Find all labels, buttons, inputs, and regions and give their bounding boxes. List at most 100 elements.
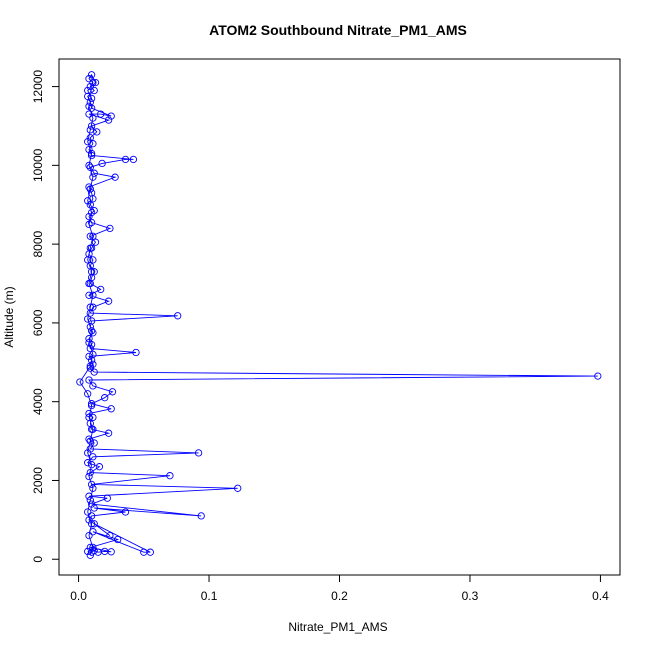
- data-point: [87, 317, 96, 325]
- data-point: [166, 472, 174, 480]
- data-point: [85, 220, 93, 229]
- data-point: [87, 273, 96, 282]
- data-point: [594, 372, 602, 380]
- data-point: [76, 378, 84, 386]
- data-point: [86, 201, 94, 209]
- data-point: [86, 126, 94, 134]
- data-point: [86, 496, 94, 504]
- data-point: [129, 155, 138, 164]
- x-tick-label: 0.3: [462, 589, 479, 603]
- y-tick-label: 4000: [31, 388, 45, 415]
- data-point: [85, 291, 93, 299]
- data-point: [89, 232, 97, 240]
- data-point: [93, 128, 101, 136]
- data-point: [89, 140, 97, 148]
- data-point: [87, 461, 96, 469]
- data-point: [90, 169, 98, 177]
- data-point: [84, 315, 92, 323]
- data-point: [107, 405, 115, 413]
- data-point: [84, 449, 92, 457]
- data-point: [85, 279, 93, 288]
- data-point: [104, 297, 113, 305]
- data-point: [101, 394, 109, 402]
- data-point: [90, 504, 98, 512]
- data-point: [108, 388, 117, 396]
- data-point: [87, 401, 96, 410]
- data-point: [103, 494, 111, 502]
- data-point: [86, 362, 94, 370]
- y-axis: 0 2000 4000 6000 8000 10000 12000: [31, 70, 60, 563]
- data-point: [90, 368, 98, 376]
- data-point: [97, 110, 105, 118]
- data-point: [85, 161, 93, 170]
- data-point: [89, 256, 97, 264]
- data-point: [85, 409, 93, 418]
- data-point: [234, 484, 242, 492]
- data-point: [197, 512, 205, 520]
- data-point: [85, 376, 93, 384]
- data-point: [174, 312, 182, 320]
- data-point: [89, 484, 97, 492]
- data-point: [114, 535, 122, 544]
- data-point: [90, 520, 98, 528]
- data-point: [91, 78, 100, 87]
- data-point: [87, 122, 96, 130]
- data-point: [87, 149, 96, 158]
- data-point: [84, 256, 92, 264]
- data-point: [107, 548, 115, 556]
- y-tick-label: 12000: [31, 70, 45, 104]
- y-tick-label: 10000: [31, 148, 45, 182]
- data-point: [85, 413, 93, 422]
- data-point: [86, 437, 94, 445]
- data-point: [85, 183, 93, 191]
- data-point: [87, 94, 96, 103]
- data-point: [84, 197, 92, 205]
- data-point: [86, 445, 94, 453]
- data-point: [85, 516, 93, 524]
- data-point: [87, 480, 96, 489]
- data-point: [90, 439, 98, 447]
- data-point: [84, 459, 92, 467]
- data-point: [86, 134, 94, 142]
- data-point: [87, 189, 96, 197]
- data-point: [85, 145, 93, 154]
- x-tick-label: 0.4: [592, 589, 609, 603]
- data-point: [90, 268, 98, 276]
- data-point: [86, 232, 94, 240]
- data-point: [106, 224, 114, 233]
- data-point: [87, 400, 96, 408]
- data-point: [87, 71, 96, 79]
- data-point: [86, 543, 94, 552]
- data-point: [85, 435, 93, 443]
- data-point: [132, 348, 140, 357]
- data-point: [85, 472, 93, 481]
- data-point: [91, 238, 100, 246]
- data-point: [87, 500, 96, 508]
- data-point: [86, 309, 94, 317]
- y-tick-label: 6000: [31, 309, 45, 336]
- chart-title: ATOM2 Southbound Nitrate_PM1_AMS: [209, 22, 467, 38]
- data-point: [107, 112, 115, 120]
- data-point: [85, 75, 93, 83]
- data-point: [87, 151, 96, 160]
- x-axis: 0.0 0.1 0.2 0.3 0.4: [70, 574, 609, 603]
- data-point: [85, 335, 93, 343]
- data-series: [76, 71, 602, 559]
- y-tick-label: 2000: [31, 467, 45, 494]
- data-point: [85, 212, 93, 221]
- data-point: [89, 453, 97, 461]
- data-point: [89, 350, 97, 359]
- data-point: [86, 303, 94, 311]
- data-point: [111, 173, 119, 181]
- data-point: [87, 520, 96, 528]
- data-point: [89, 329, 97, 337]
- data-point: [86, 364, 94, 372]
- data-point: [85, 102, 93, 110]
- data-point: [84, 138, 92, 146]
- data-point: [84, 508, 92, 516]
- data-point: [97, 285, 105, 294]
- data-point: [89, 303, 97, 311]
- data-point: [86, 551, 94, 559]
